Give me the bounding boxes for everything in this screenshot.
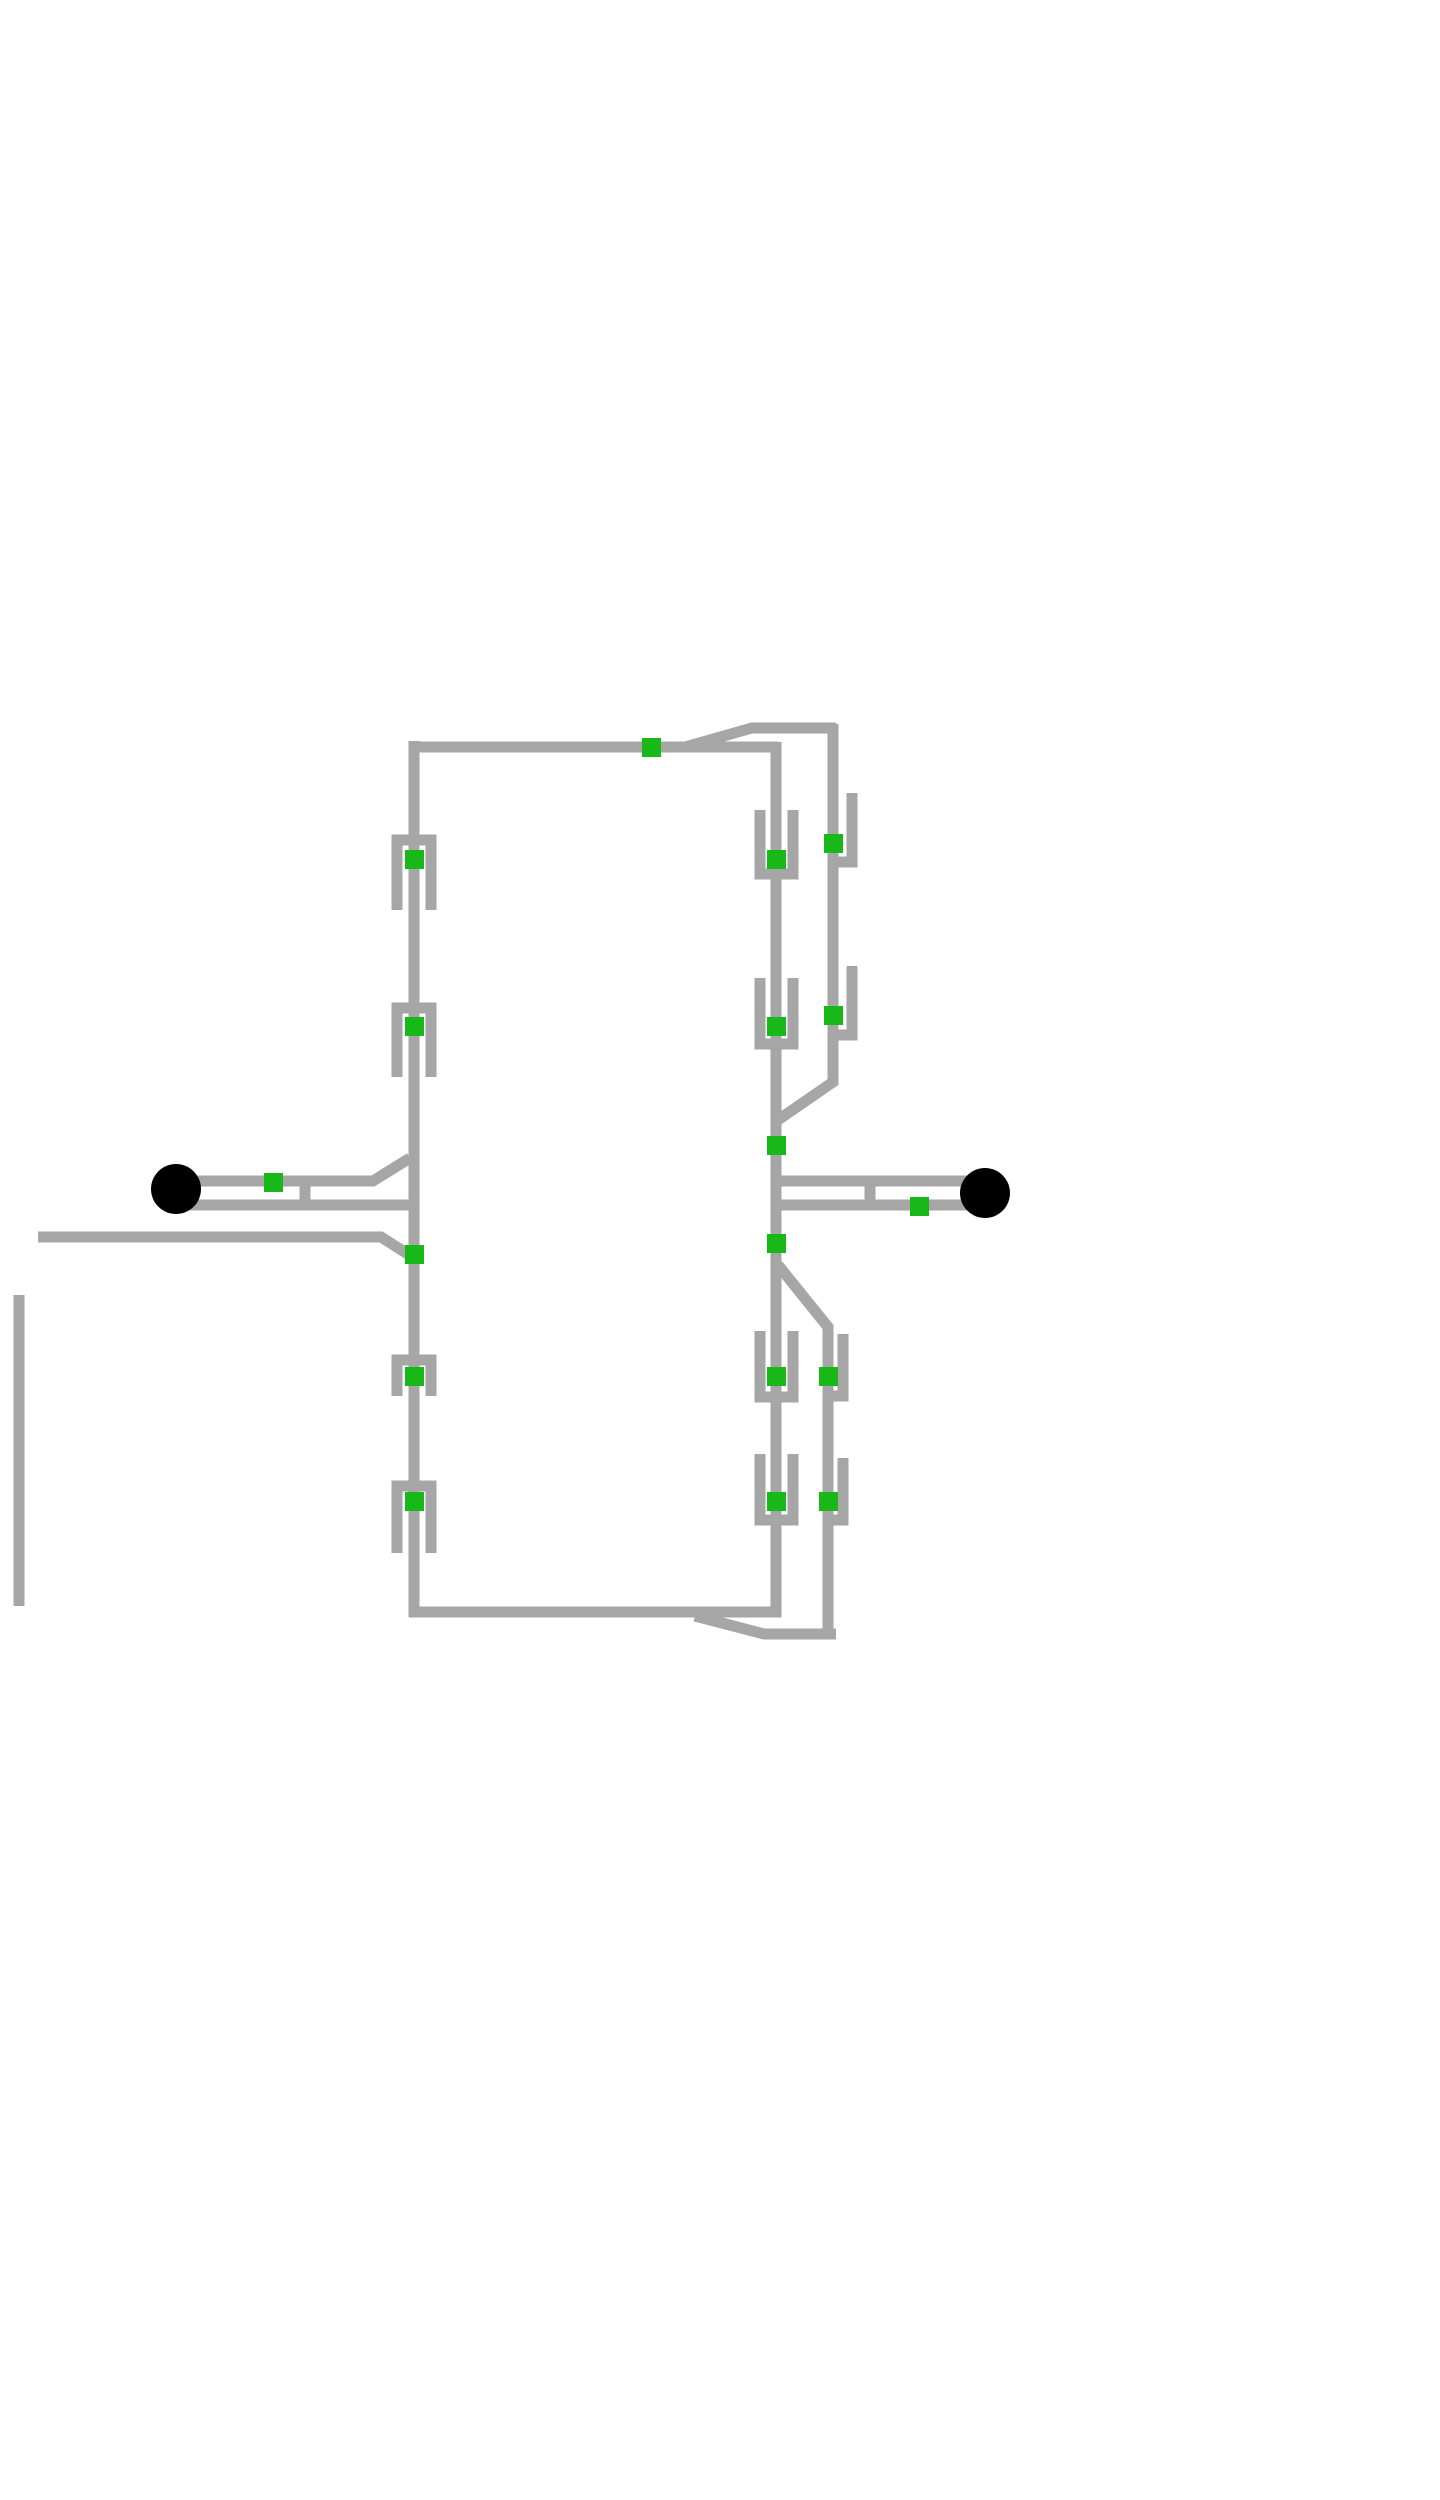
top-right-crossover xyxy=(683,722,836,753)
left-platform-3 xyxy=(391,1354,437,1396)
signal-siding-2 xyxy=(824,1006,843,1025)
right-siding-platform-2 xyxy=(833,966,858,1041)
signal-top-track xyxy=(642,738,661,757)
right-upper-siding xyxy=(774,724,839,1125)
signal-right-spur xyxy=(910,1197,929,1216)
right-siding-platform-1 xyxy=(833,793,858,868)
signal-left-4 xyxy=(405,1492,424,1511)
signal-right-3 xyxy=(767,1367,786,1386)
right-main-platform-3 xyxy=(754,1331,799,1403)
left-platform-2 xyxy=(391,1002,437,1077)
right-siding-platform-4 xyxy=(828,1458,849,1526)
signal-right-1 xyxy=(767,850,786,869)
signal-siding-1 xyxy=(824,834,843,853)
right-lower-siding xyxy=(773,1261,834,1634)
signal-left-3 xyxy=(405,1367,424,1386)
right-terminal-node xyxy=(960,1168,1010,1218)
left-spur-upper xyxy=(176,1153,413,1187)
right-siding-platform-3 xyxy=(828,1334,849,1402)
bottom-right-crossover xyxy=(693,1610,836,1640)
signal-left-spur xyxy=(264,1173,283,1192)
left-branch-line xyxy=(38,1231,417,1263)
signal-right-junction-upper xyxy=(767,1136,786,1155)
signal-right-4 xyxy=(767,1492,786,1511)
right-main-platform-1 xyxy=(754,810,799,880)
left-platform-4 xyxy=(391,1480,437,1553)
signal-siding-3 xyxy=(819,1367,838,1386)
signal-left-2 xyxy=(405,1017,424,1036)
signal-left-junction xyxy=(405,1245,424,1264)
signal-right-junction-lower xyxy=(767,1234,786,1253)
signal-siding-4 xyxy=(819,1492,838,1511)
left-platform-1 xyxy=(391,834,437,910)
right-main-platform-2 xyxy=(754,978,799,1050)
signal-right-2 xyxy=(767,1017,786,1036)
signal-left-1 xyxy=(405,850,424,869)
right-main-platform-4 xyxy=(754,1454,799,1526)
left-terminal-node xyxy=(151,1164,201,1214)
